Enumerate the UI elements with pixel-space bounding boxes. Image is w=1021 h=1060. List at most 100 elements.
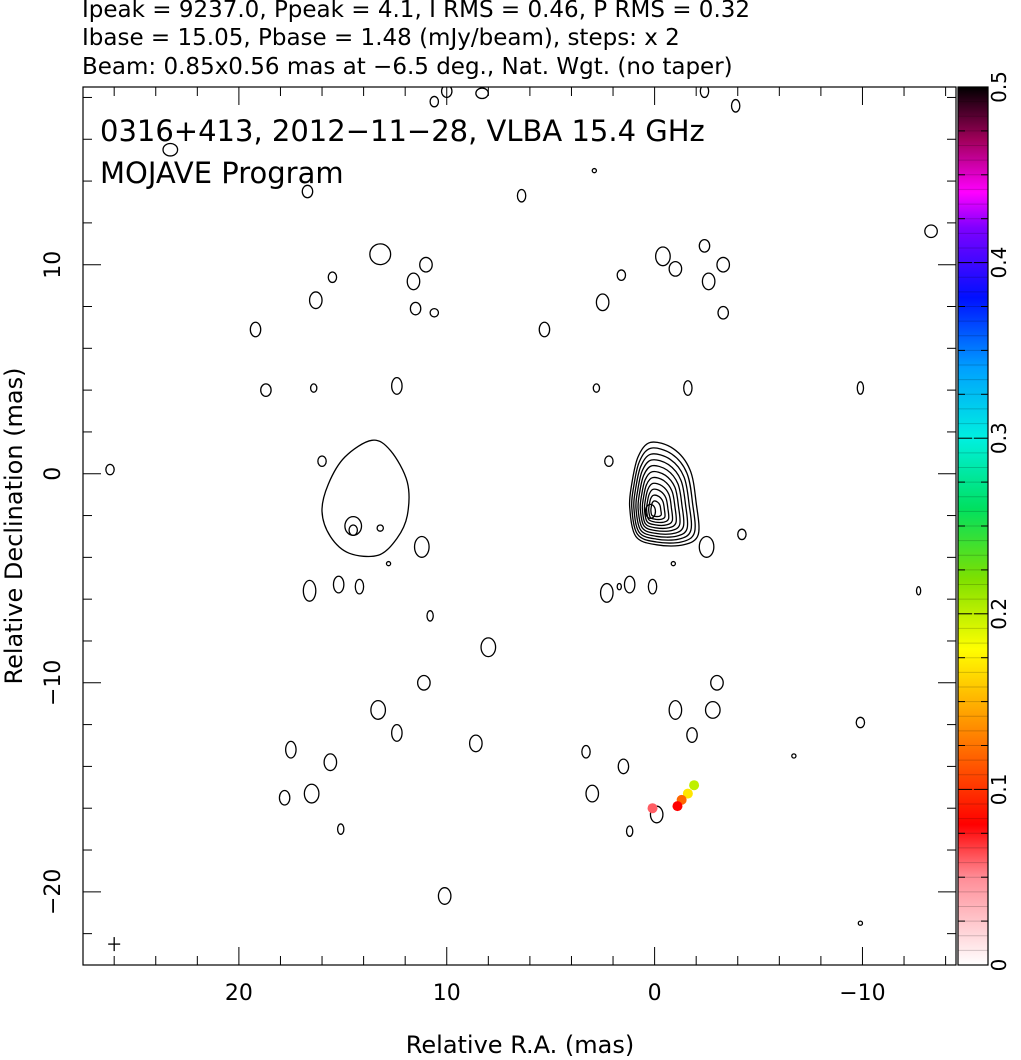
y-tick-label: −20 <box>41 869 66 915</box>
core-contour <box>635 459 689 538</box>
contour-blob <box>585 784 600 803</box>
contour-blob <box>249 321 262 338</box>
x-tick-label: 10 <box>433 981 461 1006</box>
stats-line-2: Ibase = 15.05, Pbase = 1.48 (mJy/beam), … <box>82 25 680 51</box>
contour-blob <box>391 376 403 395</box>
contour-blob <box>437 887 452 905</box>
contour-blob <box>468 734 483 753</box>
contour-blob <box>278 789 291 806</box>
x-tick-label: −10 <box>839 981 885 1006</box>
contour-blob <box>369 243 392 266</box>
contour-blob <box>385 560 392 567</box>
y-tick-label: 10 <box>41 251 66 279</box>
polarization-spot <box>689 780 700 791</box>
colorbar-tick-label: 0.1 <box>987 773 1011 805</box>
colorbar-ticks: 0 0.1 0.2 0.3 0.4 0.5 <box>958 71 1011 971</box>
contour-blob <box>857 920 864 926</box>
contour-blob <box>683 380 693 396</box>
contour-blob <box>647 578 658 595</box>
contour-blob <box>538 321 551 338</box>
contour-blob <box>623 575 636 594</box>
chart-title: 0316+413, 2012−11−28, VLBA 15.4 GHz <box>100 114 705 148</box>
contour-blob <box>429 95 440 108</box>
polarization-color-layer <box>647 780 700 814</box>
core-contour <box>628 441 700 547</box>
core-contour <box>633 453 693 541</box>
contour-blob <box>699 87 710 99</box>
contour-blob <box>317 455 327 468</box>
contour-blob <box>327 271 338 284</box>
contour-blob <box>581 744 591 759</box>
y-tick-label: 0 <box>41 467 66 481</box>
contour-blob <box>686 727 698 743</box>
core-contour <box>641 476 678 529</box>
contour-blob <box>285 740 297 759</box>
contour-blob <box>354 578 365 595</box>
contour-blob <box>308 291 323 310</box>
core-contour <box>639 470 681 532</box>
contour-blob <box>336 823 345 835</box>
contour-blob <box>616 269 627 281</box>
y-axis-label: Relative Declination (mas) <box>0 367 28 684</box>
x-axis-label: Relative R.A. (mas) <box>406 1031 634 1059</box>
contour-blob <box>480 637 497 658</box>
contour-blob <box>429 307 440 318</box>
contour-blob <box>604 455 614 468</box>
contour-blob <box>716 256 731 273</box>
core-contour <box>637 464 685 535</box>
contour-blob <box>710 674 724 691</box>
core-contour <box>650 500 662 518</box>
contour-blob <box>516 188 527 203</box>
contour-blob <box>391 723 403 742</box>
contour-blob <box>302 579 317 602</box>
contour-blob <box>426 610 434 622</box>
x-tick-label: 0 <box>648 981 662 1006</box>
contour-blob <box>475 87 489 100</box>
beam-info-line: Beam: 0.85x0.56 mas at −6.5 deg., Nat. W… <box>82 54 733 80</box>
colorbar-tick-label: 0.4 <box>987 247 1011 279</box>
contour-blob <box>616 582 623 591</box>
contour-blob <box>855 716 866 729</box>
colorbar-tick-label: 0.5 <box>987 71 1011 103</box>
contour-blob <box>406 272 421 291</box>
polarization-spot <box>647 803 658 814</box>
polarization-spot <box>672 801 683 812</box>
contour-blob <box>303 783 320 804</box>
contour-blob <box>704 700 721 719</box>
contour-blob <box>595 293 610 312</box>
contour-blob <box>617 758 630 775</box>
contour-blob <box>332 575 345 594</box>
contour-blob <box>730 98 741 113</box>
contour-blob <box>416 674 431 691</box>
contour-blob <box>309 383 318 393</box>
colorbar-tick-label: 0.3 <box>987 422 1011 454</box>
contour-blob <box>591 167 598 174</box>
ghost-contour <box>321 439 410 558</box>
contour-blob <box>162 142 179 157</box>
contour-blob <box>344 515 363 537</box>
contour-blob <box>668 699 683 720</box>
contour-blob <box>654 246 671 267</box>
contour-blob <box>376 524 385 532</box>
contour-blob <box>701 272 716 291</box>
contour-blob <box>670 560 677 567</box>
contour-blob <box>717 305 730 320</box>
contour-blob <box>348 524 359 537</box>
contour-blob <box>698 535 715 558</box>
core-contour <box>645 488 670 524</box>
contour-blob <box>105 463 115 476</box>
core-contour <box>643 482 674 527</box>
contour-blob <box>915 585 922 596</box>
y-tick-label: −10 <box>41 660 66 706</box>
contour-blob <box>599 582 614 603</box>
stats-line-1: Ipeak = 9237.0, Ppeak = 4.1, I RMS = 0.4… <box>82 0 750 23</box>
contour-blob <box>323 753 338 772</box>
contour-blob <box>791 753 797 759</box>
contour-blob <box>413 535 430 558</box>
contour-blob <box>419 256 433 273</box>
contour-blob <box>370 699 387 720</box>
colorbar-tick-label: 0 <box>987 959 1011 972</box>
contour-blob <box>698 238 711 253</box>
chart-subtitle: MOJAVE Program <box>100 156 344 190</box>
